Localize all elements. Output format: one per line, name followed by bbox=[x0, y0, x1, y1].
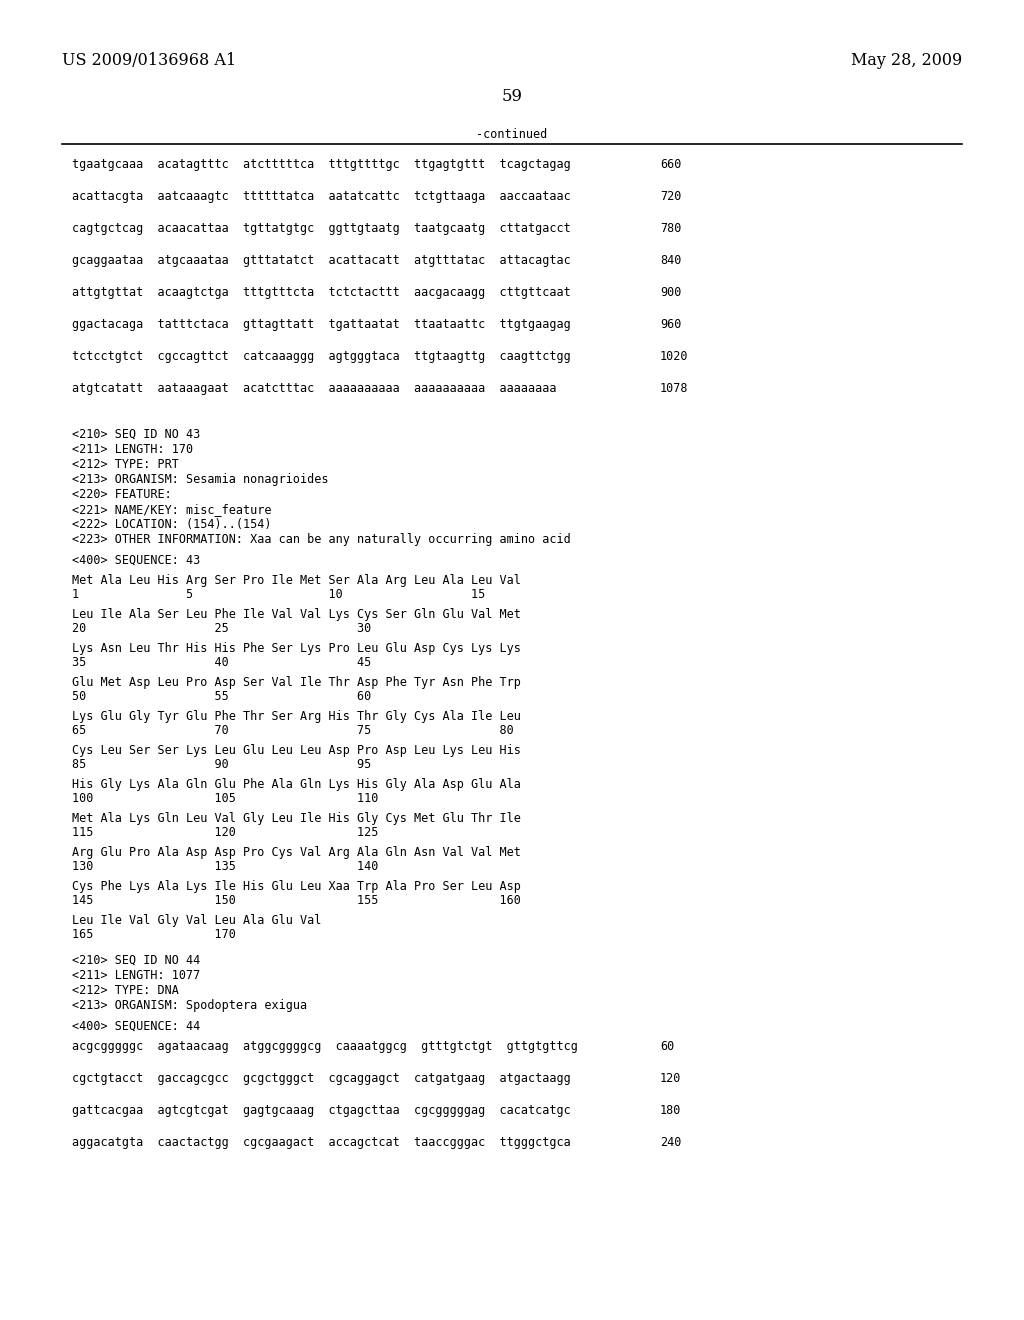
Text: tctcctgtct  cgccagttct  catcaaaggg  agtgggtaca  ttgtaagttg  caagttctgg: tctcctgtct cgccagttct catcaaaggg agtgggt… bbox=[72, 350, 570, 363]
Text: 120: 120 bbox=[660, 1072, 681, 1085]
Text: <210> SEQ ID NO 44: <210> SEQ ID NO 44 bbox=[72, 954, 201, 968]
Text: Lys Asn Leu Thr His His Phe Ser Lys Pro Leu Glu Asp Cys Lys Lys: Lys Asn Leu Thr His His Phe Ser Lys Pro … bbox=[72, 642, 521, 655]
Text: Cys Leu Ser Ser Lys Leu Glu Leu Leu Asp Pro Asp Leu Lys Leu His: Cys Leu Ser Ser Lys Leu Glu Leu Leu Asp … bbox=[72, 744, 521, 756]
Text: acattacgta  aatcaaagtc  ttttttatca  aatatcattc  tctgttaaga  aaccaataac: acattacgta aatcaaagtc ttttttatca aatatca… bbox=[72, 190, 570, 203]
Text: US 2009/0136968 A1: US 2009/0136968 A1 bbox=[62, 51, 237, 69]
Text: 59: 59 bbox=[502, 88, 522, 106]
Text: <212> TYPE: PRT: <212> TYPE: PRT bbox=[72, 458, 179, 471]
Text: aggacatgta  caactactgg  cgcgaagact  accagctcat  taaccgggac  ttgggctgca: aggacatgta caactactgg cgcgaagact accagct… bbox=[72, 1137, 570, 1148]
Text: 780: 780 bbox=[660, 222, 681, 235]
Text: <211> LENGTH: 1077: <211> LENGTH: 1077 bbox=[72, 969, 201, 982]
Text: Met Ala Lys Gln Leu Val Gly Leu Ile His Gly Cys Met Glu Thr Ile: Met Ala Lys Gln Leu Val Gly Leu Ile His … bbox=[72, 812, 521, 825]
Text: <213> ORGANISM: Sesamia nonagrioides: <213> ORGANISM: Sesamia nonagrioides bbox=[72, 473, 329, 486]
Text: 130                 135                 140: 130 135 140 bbox=[72, 861, 379, 873]
Text: 1               5                   10                  15: 1 5 10 15 bbox=[72, 587, 485, 601]
Text: 85                  90                  95: 85 90 95 bbox=[72, 758, 372, 771]
Text: 115                 120                 125: 115 120 125 bbox=[72, 826, 379, 840]
Text: 960: 960 bbox=[660, 318, 681, 331]
Text: 20                  25                  30: 20 25 30 bbox=[72, 622, 372, 635]
Text: Leu Ile Val Gly Val Leu Ala Glu Val: Leu Ile Val Gly Val Leu Ala Glu Val bbox=[72, 913, 322, 927]
Text: His Gly Lys Ala Gln Glu Phe Ala Gln Lys His Gly Ala Asp Glu Ala: His Gly Lys Ala Gln Glu Phe Ala Gln Lys … bbox=[72, 777, 521, 791]
Text: 660: 660 bbox=[660, 158, 681, 172]
Text: Lys Glu Gly Tyr Glu Phe Thr Ser Arg His Thr Gly Cys Ala Ile Leu: Lys Glu Gly Tyr Glu Phe Thr Ser Arg His … bbox=[72, 710, 521, 723]
Text: <213> ORGANISM: Spodoptera exigua: <213> ORGANISM: Spodoptera exigua bbox=[72, 999, 307, 1012]
Text: <223> OTHER INFORMATION: Xaa can be any naturally occurring amino acid: <223> OTHER INFORMATION: Xaa can be any … bbox=[72, 533, 570, 546]
Text: 35                  40                  45: 35 40 45 bbox=[72, 656, 372, 669]
Text: Glu Met Asp Leu Pro Asp Ser Val Ile Thr Asp Phe Tyr Asn Phe Trp: Glu Met Asp Leu Pro Asp Ser Val Ile Thr … bbox=[72, 676, 521, 689]
Text: gattcacgaa  agtcgtcgat  gagtgcaaag  ctgagcttaa  cgcgggggag  cacatcatgc: gattcacgaa agtcgtcgat gagtgcaaag ctgagct… bbox=[72, 1104, 570, 1117]
Text: 840: 840 bbox=[660, 253, 681, 267]
Text: 50                  55                  60: 50 55 60 bbox=[72, 690, 372, 704]
Text: 1020: 1020 bbox=[660, 350, 688, 363]
Text: <221> NAME/KEY: misc_feature: <221> NAME/KEY: misc_feature bbox=[72, 503, 271, 516]
Text: atgtcatatt  aataaagaat  acatctttac  aaaaaaaaaa  aaaaaaaaaa  aaaaaaaa: atgtcatatt aataaagaat acatctttac aaaaaaa… bbox=[72, 381, 556, 395]
Text: Leu Ile Ala Ser Leu Phe Ile Val Val Lys Cys Ser Gln Glu Val Met: Leu Ile Ala Ser Leu Phe Ile Val Val Lys … bbox=[72, 609, 521, 620]
Text: <400> SEQUENCE: 43: <400> SEQUENCE: 43 bbox=[72, 554, 201, 568]
Text: 60: 60 bbox=[660, 1040, 674, 1053]
Text: ggactacaga  tatttctaca  gttagttatt  tgattaatat  ttaataattc  ttgtgaagag: ggactacaga tatttctaca gttagttatt tgattaa… bbox=[72, 318, 570, 331]
Text: attgtgttat  acaagtctga  tttgtttcta  tctctacttt  aacgacaagg  cttgttcaat: attgtgttat acaagtctga tttgtttcta tctctac… bbox=[72, 286, 570, 300]
Text: <220> FEATURE:: <220> FEATURE: bbox=[72, 488, 172, 502]
Text: 1078: 1078 bbox=[660, 381, 688, 395]
Text: cgctgtacct  gaccagcgcc  gcgctgggct  cgcaggagct  catgatgaag  atgactaagg: cgctgtacct gaccagcgcc gcgctgggct cgcagga… bbox=[72, 1072, 570, 1085]
Text: 65                  70                  75                  80: 65 70 75 80 bbox=[72, 723, 514, 737]
Text: Met Ala Leu His Arg Ser Pro Ile Met Ser Ala Arg Leu Ala Leu Val: Met Ala Leu His Arg Ser Pro Ile Met Ser … bbox=[72, 574, 521, 587]
Text: 900: 900 bbox=[660, 286, 681, 300]
Text: 720: 720 bbox=[660, 190, 681, 203]
Text: 240: 240 bbox=[660, 1137, 681, 1148]
Text: gcaggaataa  atgcaaataa  gtttatatct  acattacatt  atgtttatac  attacagtac: gcaggaataa atgcaaataa gtttatatct acattac… bbox=[72, 253, 570, 267]
Text: <400> SEQUENCE: 44: <400> SEQUENCE: 44 bbox=[72, 1020, 201, 1034]
Text: tgaatgcaaa  acatagtttc  atctttttca  tttgttttgc  ttgagtgttt  tcagctagag: tgaatgcaaa acatagtttc atctttttca tttgttt… bbox=[72, 158, 570, 172]
Text: acgcgggggc  agataacaag  atggcggggcg  caaaatggcg  gtttgtctgt  gttgtgttcg: acgcgggggc agataacaag atggcggggcg caaaat… bbox=[72, 1040, 578, 1053]
Text: -continued: -continued bbox=[476, 128, 548, 141]
Text: 165                 170: 165 170 bbox=[72, 928, 236, 941]
Text: cagtgctcag  acaacattaa  tgttatgtgc  ggttgtaatg  taatgcaatg  cttatgacct: cagtgctcag acaacattaa tgttatgtgc ggttgta… bbox=[72, 222, 570, 235]
Text: <222> LOCATION: (154)..(154): <222> LOCATION: (154)..(154) bbox=[72, 517, 271, 531]
Text: 145                 150                 155                 160: 145 150 155 160 bbox=[72, 894, 521, 907]
Text: May 28, 2009: May 28, 2009 bbox=[851, 51, 962, 69]
Text: <211> LENGTH: 170: <211> LENGTH: 170 bbox=[72, 444, 194, 455]
Text: 180: 180 bbox=[660, 1104, 681, 1117]
Text: 100                 105                 110: 100 105 110 bbox=[72, 792, 379, 805]
Text: Cys Phe Lys Ala Lys Ile His Glu Leu Xaa Trp Ala Pro Ser Leu Asp: Cys Phe Lys Ala Lys Ile His Glu Leu Xaa … bbox=[72, 880, 521, 894]
Text: Arg Glu Pro Ala Asp Asp Pro Cys Val Arg Ala Gln Asn Val Val Met: Arg Glu Pro Ala Asp Asp Pro Cys Val Arg … bbox=[72, 846, 521, 859]
Text: <212> TYPE: DNA: <212> TYPE: DNA bbox=[72, 983, 179, 997]
Text: <210> SEQ ID NO 43: <210> SEQ ID NO 43 bbox=[72, 428, 201, 441]
